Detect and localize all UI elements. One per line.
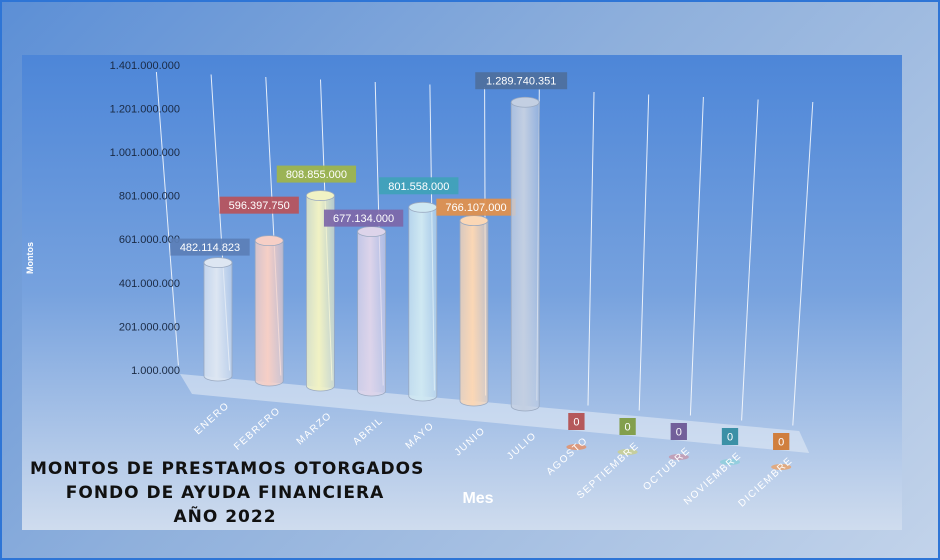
category-label: OCTUBRE (641, 445, 693, 493)
grid-line (792, 101, 814, 426)
data-label-box (773, 433, 790, 450)
y-tick-label: 401.000.000 (119, 278, 180, 290)
y-tick-label: 1.000.000 (131, 365, 180, 377)
data-label: 808.855.000 (286, 169, 347, 181)
bar-octubre (668, 454, 689, 460)
bar-top (203, 257, 233, 268)
category-label: MAYO (404, 420, 437, 451)
bar-septiembre (617, 449, 638, 455)
data-label-box (170, 238, 250, 256)
category-label: DICIEMBRE (737, 455, 796, 509)
data-label-box (721, 428, 739, 445)
data-label: 1.289.740.351 (486, 76, 556, 88)
y-axis-title: Montos (25, 242, 35, 274)
data-label: 0 (573, 417, 579, 429)
bar-abril (357, 231, 386, 397)
data-label: 596.397.750 (229, 200, 290, 212)
data-label: 766.107.000 (445, 202, 506, 214)
grid-line (638, 94, 650, 411)
grid-line (689, 96, 704, 416)
chart-title-line-1: MONTOS DE PRESTAMOS OTORGADOS (30, 459, 425, 479)
bar-top (305, 190, 335, 201)
bar-top (357, 226, 387, 238)
bar-noviembre (720, 459, 740, 465)
data-label-box (323, 209, 404, 227)
data-label-box (475, 72, 568, 90)
chart-title-line-2: FONDO DE AYUDA FINANCIERA (65, 483, 385, 503)
data-label: 0 (676, 427, 682, 439)
bar-top (459, 215, 489, 227)
data-label-box (568, 413, 585, 430)
data-label: 801.558.000 (388, 181, 449, 193)
data-label-box (619, 418, 636, 435)
grid-line (741, 99, 759, 421)
category-label: ABRIL (351, 415, 385, 448)
category-label: JULIO (505, 430, 539, 462)
grid-line (587, 91, 595, 406)
data-label: 677.134.000 (333, 213, 394, 225)
data-label-box (436, 198, 516, 216)
category-label: JUNIO (453, 425, 488, 458)
y-tick-label: 1.201.000.000 (110, 103, 180, 115)
category-label: FEBRERO (232, 405, 283, 453)
bar-diciembre (771, 464, 792, 470)
y-tick-label: 1.401.000.000 (110, 60, 180, 72)
bar-top (408, 201, 438, 213)
grid-line (155, 71, 179, 366)
bar-julio (510, 101, 540, 412)
category-label: NOVIEMBRE (682, 450, 744, 507)
bar-mayo (408, 206, 438, 402)
bar-marzo (306, 195, 335, 392)
bar-top (510, 96, 540, 108)
bar-junio (459, 220, 489, 407)
data-label: 0 (625, 422, 631, 434)
bar-febrero (254, 240, 284, 387)
y-tick-label: 601.000.000 (119, 234, 180, 246)
data-label: 0 (778, 437, 784, 449)
category-label: AGOSTO (545, 435, 591, 478)
category-label: SEPTIEMBRE (575, 440, 641, 501)
data-label-box (379, 177, 459, 195)
y-tick-label: 801.000.000 (119, 191, 180, 203)
data-label-box (276, 165, 357, 183)
chart-title-line-3: AÑO 2022 (173, 507, 277, 527)
category-label: MARZO (295, 410, 335, 447)
y-tick-label: 201.000.000 (119, 321, 180, 333)
category-label: ENERO (193, 400, 232, 437)
data-label: 0 (727, 432, 733, 444)
data-label-box (219, 196, 299, 214)
bar-agosto (566, 444, 587, 450)
chart-title: MONTOS DE PRESTAMOS OTORGADOS FONDO DE A… (30, 457, 425, 529)
chart-floor (180, 374, 810, 453)
data-label: 482.114.823 (180, 242, 240, 254)
bar-top (254, 235, 284, 247)
bar-enero (203, 262, 233, 382)
data-label-box (670, 423, 687, 440)
x-axis-title: Mes (462, 490, 493, 507)
y-tick-label: 1.001.000.000 (110, 147, 180, 159)
